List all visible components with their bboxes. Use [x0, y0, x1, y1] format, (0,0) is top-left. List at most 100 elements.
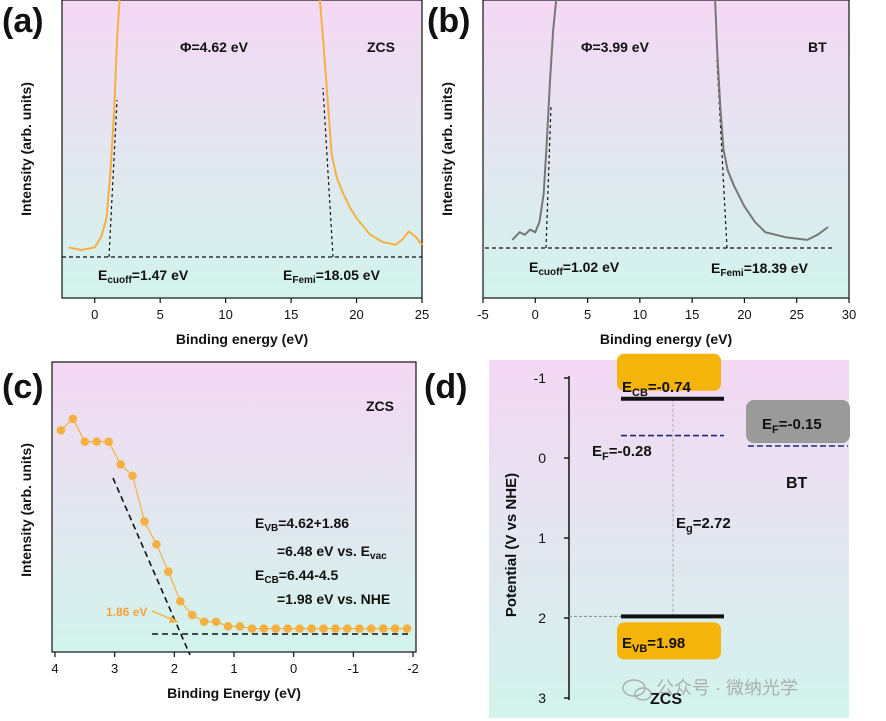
- panel-b-x-tick-label-5: 20: [737, 307, 751, 322]
- panel-c-evb-result: =6.48 eV vs. Evac: [277, 543, 387, 562]
- panel-b-x-tick-label-2: 5: [584, 307, 591, 322]
- panel-b-x-tick-label-6: 25: [789, 307, 803, 322]
- panel-b-series-curve: [511, 0, 829, 241]
- panel-c-data-point: [390, 624, 400, 633]
- panel-c-x-tick-label-6: -2: [407, 661, 419, 676]
- panel-a-series-curve: [68, 0, 423, 252]
- panel-c-vb-tangent: [112, 477, 191, 656]
- panel-c-data-point: [152, 539, 161, 549]
- panel-c-data-point: [355, 624, 364, 633]
- panel-b-plot-background: [483, 0, 849, 298]
- panel-c-data-point: [68, 414, 78, 424]
- panel-a-x-tick-label-2: 10: [218, 307, 232, 322]
- panel-a-x-tick-label-3: 15: [284, 307, 298, 322]
- panel-c-evb-result-sub: vac: [370, 551, 387, 562]
- panel-c-data-point: [378, 624, 388, 633]
- panel-c-x-tick-label-2: 2: [171, 661, 178, 676]
- panel-c-data-point: [92, 437, 102, 446]
- panel-c-data-point: [164, 567, 173, 576]
- watermark: 公众号 · 微纳光学: [622, 678, 798, 701]
- panel-b-phi-label: Φ=3.99 eV: [581, 39, 650, 55]
- panel-c-data-point: [199, 617, 209, 627]
- panel-c-data-point: [283, 624, 293, 633]
- panel-d-ecb-sub: CB: [632, 387, 648, 399]
- panel-d-y-tick-label-0: -1: [534, 370, 547, 386]
- panel-c-x-tick-label-3: 1: [230, 661, 237, 676]
- panel-d-eg-value: =2.72: [693, 515, 731, 532]
- panel-a-frame: [61, 0, 423, 299]
- panel-d-y-tick-label-2: 1: [538, 530, 546, 546]
- panel-c-data-point: [402, 624, 412, 633]
- panel-a-y-axis-label: Intensity (arb. units): [18, 82, 34, 216]
- panel-a-x-tick-label-5: 25: [415, 307, 429, 322]
- panel-d-ef-bt-box: [746, 400, 850, 443]
- panel-d-eg-sub: g: [686, 523, 693, 535]
- panel-a-x-tick-label-0: 0: [91, 307, 98, 322]
- panel-b-cutoff-value: =1.02 eV: [563, 259, 620, 275]
- panel-c-data-point: [307, 624, 316, 633]
- panel-b-x-tick-label-7: 30: [842, 307, 856, 322]
- panel-a-x-tick-label-1: 5: [157, 307, 164, 322]
- panel-c-ecb-result: =1.98 eV vs. NHE: [277, 591, 390, 607]
- panel-c: (c) 4 3 2 1 0 -1 -2 Binding Energy (eV) Intens…: [2, 361, 419, 701]
- panel-d-evb-sub: VB: [632, 643, 647, 655]
- panel-c-x-tick-label-5: -1: [348, 661, 360, 676]
- panel-a-x-axis-label: Binding energy (eV): [176, 331, 308, 347]
- panel-c-ecb-sub: CB: [264, 575, 278, 586]
- panel-c-plot-background: [52, 362, 416, 652]
- panel-b-cutoff-sub: cuoff: [538, 267, 563, 278]
- panel-c-data-point: [235, 622, 245, 631]
- panel-c-y-axis-label: Intensity (arb. units): [18, 443, 34, 577]
- panel-c-data-point: [128, 471, 137, 481]
- panel-a-cutoff-sub: cuoff: [107, 275, 132, 286]
- panel-d-y-ticks: -1 0 1 2 3: [534, 370, 569, 706]
- panel-b-x-tick-label-4: 15: [685, 307, 699, 322]
- panel-b-x-tick-label-1: 0: [532, 307, 539, 322]
- panel-c-data-point: [223, 622, 233, 631]
- panel-a-fermi-value: =18.05 eV: [316, 267, 381, 283]
- wechat-icon-bubble: [634, 687, 652, 701]
- panel-b-frame: [482, 0, 850, 299]
- panel-c-data-point: [295, 624, 304, 633]
- panel-d-ef-bt-sub: F: [772, 424, 779, 436]
- panel-c-x-tick-label-4: 0: [290, 661, 297, 676]
- panel-b-x-tick-label-3: 10: [633, 307, 647, 322]
- panel-c-data-point: [176, 596, 185, 606]
- panel-a-cutoff-value: =1.47 eV: [132, 267, 189, 283]
- panel-b-label: (b): [427, 2, 470, 40]
- panel-c-label: (c): [2, 368, 44, 406]
- panel-a-x-ticks: 0 5 10 15 20 25: [91, 298, 429, 322]
- panel-d-bt-label: BT: [786, 475, 808, 492]
- panel-c-points: [56, 414, 412, 633]
- panel-d-ecb-box: [617, 353, 721, 391]
- panel-d-ef-bt-value: =-0.15: [779, 416, 822, 433]
- panel-d-y-tick-label-1: 0: [538, 450, 546, 466]
- panel-d-ecb-value: =-0.74: [648, 379, 692, 396]
- panel-c-ecb-eq: =6.44-4.5: [279, 567, 339, 583]
- panel-d-label: (d): [424, 368, 467, 406]
- panel-c-evb-sub: VB: [264, 523, 278, 534]
- panel-c-gap-label: 1.86 eV: [106, 605, 147, 619]
- panel-c-evb-result-text: =6.48 eV vs. E: [277, 543, 370, 559]
- panel-a-x-tick-label-4: 20: [349, 307, 363, 322]
- panel-c-x-ticks: 4 3 2 1 0 -1 -2: [51, 652, 419, 676]
- panel-b-fermi-sub: Femi: [720, 268, 744, 279]
- panel-b-x-tick-label-0: -5: [477, 307, 489, 322]
- panel-c-gap-arrowhead: [169, 616, 178, 623]
- panel-c-data-point: [211, 617, 221, 627]
- panel-a-sample-label: ZCS: [367, 39, 395, 55]
- panel-c-data-point: [247, 624, 257, 633]
- panel-c-data-point: [366, 624, 376, 633]
- panel-b-x-axis-label: Binding energy (eV): [600, 331, 732, 347]
- panel-b-y-axis-label: Intensity (arb. units): [439, 82, 455, 216]
- panel-c-data-point: [271, 624, 281, 633]
- panel-d-zcs-label: ZCS: [650, 691, 682, 708]
- panel-c-x-tick-label-0: 4: [51, 661, 58, 676]
- panel-d-y-axis-label: Potential (V vs NHE): [503, 473, 520, 617]
- panel-b-sample-label: BT: [808, 39, 827, 55]
- panel-c-x-tick-label-1: 3: [111, 661, 118, 676]
- panel-d-evb-value: =1.98: [647, 635, 685, 652]
- panel-d-y-tick-label-4: 3: [538, 690, 546, 706]
